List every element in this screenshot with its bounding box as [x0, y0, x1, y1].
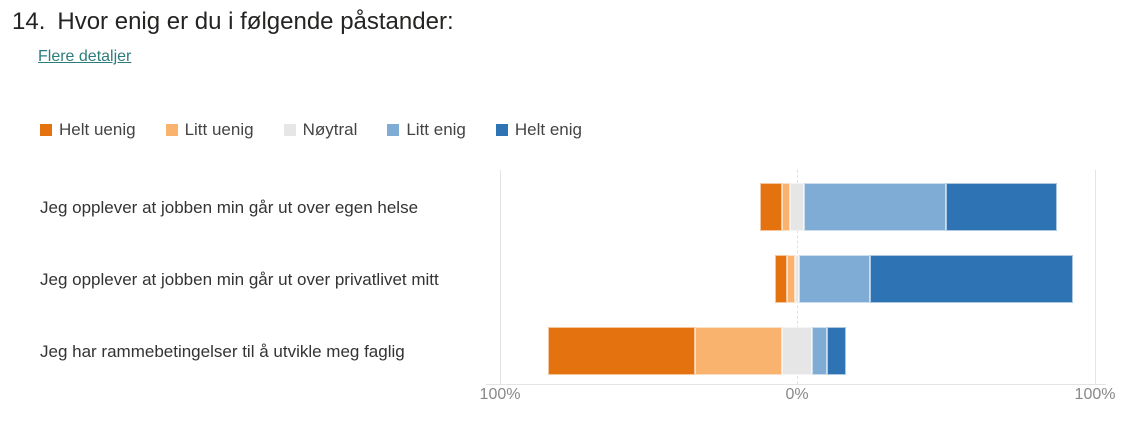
- legend-item-litt-enig[interactable]: Litt enig: [387, 120, 466, 140]
- bar-segment-noytral[interactable]: [781, 327, 813, 375]
- legend-swatch: [165, 124, 178, 136]
- bar-segment-litt-uenig[interactable]: [787, 255, 796, 303]
- legend-label: Helt enig: [514, 120, 582, 139]
- legend-item-helt-uenig[interactable]: Helt uenig: [40, 120, 136, 140]
- legend: Helt uenig Litt uenig Nøytral Litt enig …: [40, 120, 612, 140]
- bar-segment-noytral[interactable]: [795, 255, 799, 303]
- legend-item-litt-uenig[interactable]: Litt uenig: [165, 120, 254, 140]
- more-details-link[interactable]: Flere detaljer: [38, 48, 132, 65]
- legend-swatch: [495, 124, 508, 136]
- legend-swatch: [387, 124, 400, 136]
- legend-label: Litt enig: [406, 120, 466, 139]
- gridline-left: [500, 170, 501, 384]
- legend-swatch: [283, 124, 296, 136]
- bar-segment-helt-uenig[interactable]: [775, 255, 788, 303]
- legend-item-noytral[interactable]: Nøytral: [283, 120, 358, 140]
- bar-segment-litt-uenig[interactable]: [694, 327, 782, 375]
- tick-label: 100%: [479, 386, 521, 403]
- legend-item-helt-enig[interactable]: Helt enig: [495, 120, 582, 140]
- bar-segment-helt-enig[interactable]: [870, 255, 1073, 303]
- bar-segment-helt-enig[interactable]: [827, 327, 847, 375]
- question-title: 14. Hvor enig er du i følgende påstander:: [12, 8, 454, 36]
- bar-segment-helt-uenig[interactable]: [759, 183, 783, 231]
- bar-segment-litt-enig[interactable]: [812, 327, 828, 375]
- question-text: Hvor enig er du i følgende påstander:: [57, 8, 454, 35]
- row-label: Jeg har rammebetingelser til å utvikle m…: [40, 342, 405, 361]
- bar-segment-litt-uenig[interactable]: [782, 183, 790, 231]
- bar-segment-helt-enig[interactable]: [945, 183, 1058, 231]
- row-label: Jeg opplever at jobben min går ut over p…: [40, 270, 439, 289]
- row-label: Jeg opplever at jobben min går ut over e…: [40, 198, 419, 217]
- x-axis: [486, 384, 1106, 385]
- legend-swatch: [40, 124, 52, 136]
- legend-label: Nøytral: [302, 120, 358, 139]
- bar-segment-litt-enig[interactable]: [798, 255, 871, 303]
- bar-segment-helt-uenig[interactable]: [547, 327, 695, 375]
- tick-label: 100%: [1074, 386, 1116, 403]
- legend-label: Helt uenig: [59, 120, 136, 139]
- legend-label: Litt uenig: [184, 120, 254, 139]
- bar-segment-noytral[interactable]: [789, 183, 805, 231]
- bar-segment-litt-enig[interactable]: [804, 183, 946, 231]
- tick-label: 0%: [785, 386, 809, 403]
- question-number: 14.: [12, 8, 46, 35]
- gridline-right: [1095, 170, 1096, 384]
